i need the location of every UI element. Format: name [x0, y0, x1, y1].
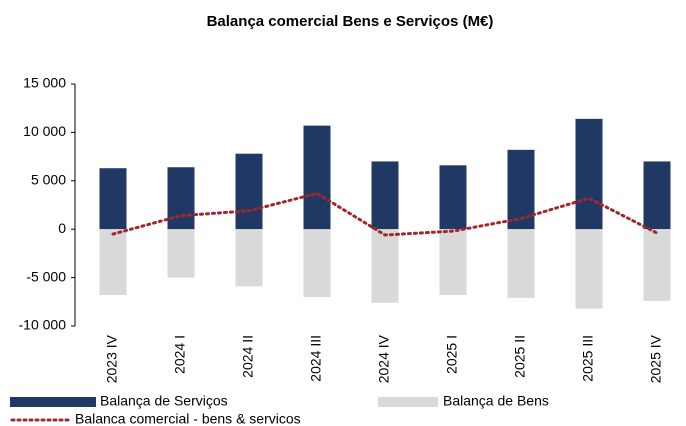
- y-tick-label: -5 000: [26, 268, 66, 284]
- legend-label: Balança de Serviços: [100, 393, 228, 409]
- legend-label: Balanca comercial - bens & servicos: [75, 411, 301, 426]
- bar: [99, 229, 127, 296]
- bar: [643, 161, 671, 230]
- bar: [439, 229, 467, 296]
- legend-swatch: [10, 397, 96, 407]
- bar: [371, 161, 399, 230]
- legend-label: Balança de Bens: [443, 393, 549, 409]
- x-tick-label: 2023 IV: [104, 334, 120, 383]
- y-tick-label: 0: [58, 220, 66, 236]
- y-tick-label: 10 000: [23, 123, 66, 139]
- x-tick-label: 2024 IV: [376, 334, 392, 383]
- legend-swatch: [378, 397, 438, 407]
- bar: [167, 167, 195, 230]
- x-tick-label: 2025 IV: [648, 334, 664, 383]
- bar: [303, 125, 331, 230]
- bar: [235, 153, 263, 230]
- x-tick-label: 2025 I: [444, 335, 460, 374]
- x-tick-label: 2024 III: [308, 335, 324, 382]
- bar: [235, 229, 263, 287]
- y-tick-label: -10 000: [19, 317, 67, 333]
- x-tick-label: 2025 III: [580, 335, 596, 382]
- bar: [371, 229, 399, 303]
- bar: [439, 165, 467, 230]
- bar: [99, 168, 127, 230]
- x-tick-label: 2024 I: [172, 335, 188, 374]
- bar: [575, 229, 603, 309]
- y-tick-label: 5 000: [31, 172, 66, 188]
- line: [111, 191, 659, 237]
- bar: [303, 229, 331, 297]
- bar: [575, 118, 603, 230]
- bar: [643, 229, 671, 301]
- bar: [507, 229, 535, 298]
- chart-title: Balança comercial Bens e Serviços (M€): [207, 13, 494, 30]
- x-tick-label: 2025 II: [512, 335, 528, 378]
- x-tick-label: 2024 II: [240, 335, 256, 378]
- bar: [167, 229, 195, 278]
- y-tick-label: 15 000: [23, 75, 66, 91]
